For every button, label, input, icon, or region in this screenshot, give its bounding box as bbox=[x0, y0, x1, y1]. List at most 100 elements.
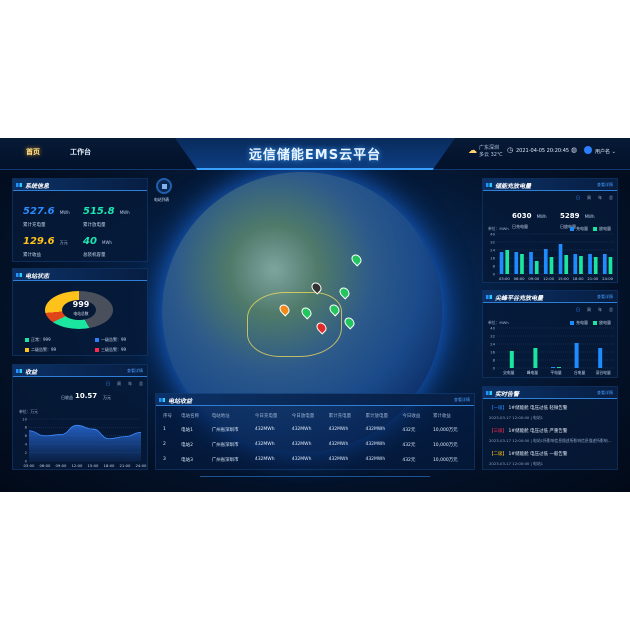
bar-charge bbox=[543, 249, 548, 274]
tab-home[interactable]: 首页 bbox=[26, 148, 40, 156]
legend-label: 正常：999 bbox=[31, 337, 51, 342]
revenue-panel: 收益 查看详情 日 周 年 总 日收益 10.57 万元 单位：万元 0 2 4 6 8 10 03… bbox=[12, 364, 148, 470]
x-tick-label: 15:00 bbox=[88, 463, 100, 468]
station-pin-icon[interactable] bbox=[337, 285, 352, 300]
period-tab[interactable]: 日 bbox=[576, 195, 580, 200]
bar-discharge bbox=[534, 261, 539, 274]
stat-value: 527.6 bbox=[23, 206, 55, 217]
table-row[interactable]: 1 电站1 广州省深圳市 432MWh 432MWh 432MWh 432MWh 432元 10… bbox=[161, 422, 471, 437]
bar-charge bbox=[514, 252, 519, 274]
column-header: 序号 bbox=[163, 413, 172, 419]
user-avatar[interactable] bbox=[584, 146, 592, 154]
view-details-link[interactable]: 查看详情 bbox=[597, 294, 613, 299]
y-tick-label: 40 bbox=[490, 231, 495, 236]
alarm-text: 1#储能舱 电压过低 严重告警 bbox=[508, 429, 568, 434]
x-tick-label: 12:00 bbox=[72, 463, 84, 468]
period-tab[interactable]: 周 bbox=[587, 195, 591, 200]
y-tick-label: 24 bbox=[490, 341, 495, 346]
alarm-item[interactable]: 【三级】 1#储能舱 电压过低 严重告警 2023-03-17 12:00:00 … bbox=[489, 428, 613, 444]
tab-workbench[interactable]: 工作台 bbox=[70, 148, 91, 156]
x-tick-label: 03:00 bbox=[499, 276, 511, 281]
alarm-item[interactable]: 【二级】 1#储能舱 电压过低 一般告警 2023-03-17 12:00:00 … bbox=[489, 451, 613, 467]
globe-icon[interactable]: ◍ bbox=[571, 146, 578, 154]
period-tab[interactable]: 周 bbox=[587, 307, 591, 312]
legend-label: 三级告警：99 bbox=[101, 347, 127, 352]
table-cell: 10,000万元 bbox=[432, 427, 458, 433]
period-tabs: 日周年总 bbox=[576, 307, 613, 313]
legend-item: 充电量 bbox=[570, 320, 588, 326]
y-tick-label: 8 bbox=[493, 263, 496, 268]
period-tab[interactable]: 年 bbox=[598, 307, 602, 312]
table-row[interactable]: 3 电站3 广州省深圳市 432MWh 432MWh 432MWh 432MWh 432元 10… bbox=[161, 452, 471, 467]
view-details-link[interactable]: 查看详情 bbox=[454, 397, 470, 402]
column-header: 今日充电量 bbox=[254, 413, 278, 419]
stat-item: 515.8 MWh 累计放电量 bbox=[83, 199, 130, 228]
y-tick-label: 16 bbox=[490, 255, 495, 260]
alarm-panel: 实时告警 查看详情 【一级】 1#储能舱 电压过低 轻微告警 2023-03-17 … bbox=[482, 386, 618, 470]
panel-title: 电站状态 bbox=[25, 273, 50, 280]
period-tab[interactable]: 总 bbox=[139, 381, 143, 386]
table-cell: 432MWh bbox=[328, 457, 349, 462]
table-row[interactable]: 2 电站2 广州省深圳市 432MWh 432MWh 432MWh 432MWh 432元 10… bbox=[161, 437, 471, 452]
table-cell: 432MWh bbox=[254, 442, 275, 447]
station-pin-icon[interactable] bbox=[342, 315, 357, 330]
user-menu[interactable]: 用户名 ⌄ bbox=[595, 148, 616, 155]
station-list-button[interactable] bbox=[156, 178, 172, 194]
daily-charge-value: 6030 bbox=[512, 212, 532, 220]
panel-title: 实时告警 bbox=[495, 391, 520, 398]
table-cell: 432MWh bbox=[254, 457, 275, 462]
header-marker-icon bbox=[16, 273, 22, 277]
y-tick-label: 6 bbox=[25, 433, 28, 438]
station-status-donut bbox=[45, 291, 113, 329]
daily-discharge: 5289 MWh 日放电量 bbox=[560, 203, 595, 230]
revenue-line bbox=[28, 424, 142, 440]
alarm-item[interactable]: 【一级】 1#储能舱 电压过低 轻微告警 2023-03-17 12:00:00 … bbox=[489, 405, 613, 421]
column-header: 累计充电量 bbox=[328, 413, 352, 419]
alarm-level: 【二级】 bbox=[489, 452, 507, 457]
period-tab[interactable]: 总 bbox=[609, 307, 613, 312]
stat-value: 129.6 bbox=[23, 236, 55, 247]
y-tick-label: 32 bbox=[490, 333, 495, 338]
table-cell: 电站2 bbox=[181, 442, 193, 448]
x-tick-label: 09:00 bbox=[56, 463, 68, 468]
column-header: 累计放电量 bbox=[365, 413, 388, 419]
daily-revenue-unit: 万元 bbox=[103, 395, 111, 400]
period-tab[interactable]: 周 bbox=[117, 381, 121, 386]
station-pin-icon[interactable] bbox=[349, 252, 364, 267]
bar-discharge bbox=[533, 348, 538, 368]
unit: MWh bbox=[536, 214, 547, 219]
alarm-meta: 2023-03-17 12:00:00 | 电站1 bbox=[489, 461, 544, 466]
daily-discharge-label: 日放电量 bbox=[560, 224, 576, 229]
view-details-link[interactable]: 查看详情 bbox=[597, 390, 613, 395]
stat-item: 527.6 MWh 累计充电量 bbox=[23, 199, 70, 228]
period-tab[interactable]: 日 bbox=[106, 381, 110, 386]
daily-charge: 6030 MWh 日充电量 bbox=[512, 203, 547, 230]
x-tick-label: 平电量 bbox=[550, 370, 562, 375]
table-cell: 1 bbox=[163, 427, 166, 432]
period-tab[interactable]: 总 bbox=[609, 195, 613, 200]
view-details-link[interactable]: 查看详情 bbox=[597, 182, 613, 187]
period-tab[interactable]: 年 bbox=[598, 195, 602, 200]
y-tick-label: 0 bbox=[25, 458, 28, 463]
legend-item: 放电量 bbox=[593, 320, 611, 326]
y-tick-label: 8 bbox=[25, 425, 28, 430]
view-details-link[interactable]: 查看详情 bbox=[127, 368, 143, 373]
datetime: 2021-04-05 20:20:45 bbox=[516, 148, 570, 154]
legend-label: 放电量 bbox=[599, 320, 611, 325]
bar-charge bbox=[499, 252, 504, 274]
x-tick-label: 21:00 bbox=[120, 463, 132, 468]
bar-charge bbox=[598, 348, 603, 368]
period-tab[interactable]: 日 bbox=[576, 307, 580, 312]
bar-discharge bbox=[608, 257, 613, 274]
table-cell: 432MWh bbox=[365, 457, 386, 462]
panel-title: 系统信息 bbox=[25, 183, 50, 190]
partly-cloudy-icon: ☁ bbox=[468, 146, 477, 156]
table-cell: 432MWh bbox=[291, 427, 312, 432]
panel-header: 尖峰平谷充放电量 查看详情 bbox=[483, 291, 617, 303]
panel-header: 系统信息 bbox=[13, 179, 147, 191]
period-tab[interactable]: 年 bbox=[128, 381, 132, 386]
bar-charge bbox=[602, 254, 607, 274]
legend-item: 放电量 bbox=[593, 226, 611, 232]
bottom-decoration bbox=[200, 476, 430, 482]
panel-header: 实时告警 查看详情 bbox=[483, 387, 617, 399]
